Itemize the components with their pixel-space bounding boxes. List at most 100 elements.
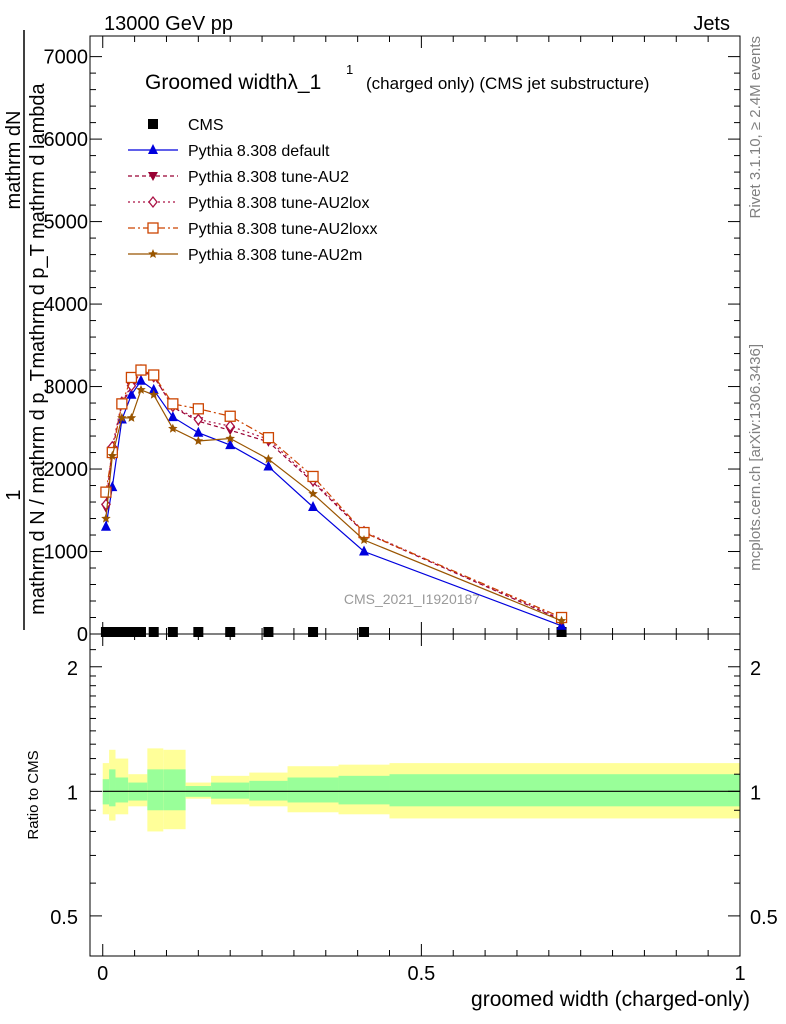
legend-label: Pythia 8.308 tune-AU2lox [188, 195, 369, 212]
data-point [359, 545, 370, 556]
series-line [105, 389, 562, 622]
data-point [193, 426, 204, 437]
data-point [116, 398, 128, 410]
data-point [100, 627, 111, 637]
y-tick-label: 5000 [44, 212, 89, 234]
y-axis-label: mathrm dN mathrm d p_T mathrm d lambda 1… [3, 30, 49, 630]
data-point [135, 374, 146, 385]
y-label-numerator: mathrm dN [3, 111, 25, 210]
x-tick-label: 0 [97, 963, 108, 985]
data-point [359, 627, 370, 637]
data-point [556, 615, 567, 625]
data-point [107, 627, 118, 637]
data-point [263, 627, 274, 637]
ratio-inner-band [211, 782, 250, 799]
series-1 [100, 374, 567, 630]
watermark-label: CMS_2021_I1920187 [344, 591, 480, 607]
data-point [263, 460, 274, 471]
ratio-y-tick-label-right: 0.5 [750, 907, 778, 929]
y-tick-label: 0 [77, 624, 88, 646]
legend-marker [148, 144, 158, 154]
data-point [101, 513, 111, 523]
ratio-y-tick-label: 1 [67, 782, 78, 804]
y-tick-label: 6000 [44, 129, 89, 151]
y-label-denominator: mathrm d p_T mathrm d lambda [27, 82, 49, 368]
ratio-y-tick-label: 2 [67, 658, 78, 680]
ratio-y-tick-label-right: 1 [750, 782, 761, 804]
chart-subtitle: (charged only) (CMS jet substructure) [366, 74, 649, 93]
data-point [135, 364, 147, 376]
chart-title-superscript: 1 [346, 62, 353, 77]
data-point [307, 470, 319, 483]
x-tick-label: 0.5 [407, 963, 435, 985]
data-point [148, 369, 160, 381]
legend-label: Pythia 8.308 tune-AU2 [188, 169, 349, 186]
main-panel: CMS_2021_I1920187 0 1000 2000 3000 4000 5000 6… [3, 30, 741, 646]
legend-marker [148, 249, 158, 258]
series-0 [100, 627, 567, 637]
legend-item: Pythia 8.308 tune-AU2 [128, 169, 349, 186]
ratio-inner-band [115, 777, 129, 803]
data-point [149, 389, 159, 399]
legend-item: Pythia 8.308 tune-AU2m [128, 247, 362, 264]
data-point [125, 371, 138, 384]
data-point [308, 500, 319, 511]
y-tick-label: 4000 [44, 294, 89, 316]
data-point [225, 433, 235, 443]
data-point [193, 436, 204, 445]
data-point [148, 627, 159, 637]
legend-item: CMS [148, 117, 224, 134]
y-label-numerator-2: 1 [3, 489, 25, 500]
legend-label: CMS [188, 117, 224, 134]
ratio-inner-band [338, 775, 390, 805]
data-point [167, 398, 179, 410]
ratio-y-tick-label-right: 2 [750, 658, 761, 680]
legend-item: Pythia 8.308 default [128, 143, 330, 160]
y-tick-label: 3000 [44, 377, 89, 399]
data-point [262, 432, 275, 444]
data-point [100, 520, 111, 531]
legend-label: Pythia 8.308 default [188, 143, 330, 160]
chart-title: Groomed widthλ_1 [145, 71, 321, 94]
legend-label: Pythia 8.308 tune-AU2loxx [188, 221, 377, 238]
data-point [193, 413, 204, 426]
rivet-label: Rivet 3.1.10, ≥ 2.4M events [747, 36, 764, 219]
data-point [263, 454, 274, 464]
legend-item: Pythia 8.308 tune-AU2lox [128, 195, 369, 212]
ratio-inner-band [163, 769, 186, 811]
data-point [135, 627, 146, 637]
data-point [359, 535, 369, 544]
energy-label: 13000 GeV pp [104, 13, 233, 35]
data-point [107, 450, 118, 460]
series-5 [101, 384, 567, 625]
ratio-inner-band [147, 769, 164, 811]
x-tick-label: 1 [734, 963, 745, 985]
ratio-inner-band [249, 780, 288, 801]
ratio-inner-band [287, 777, 339, 803]
data-point [308, 627, 319, 637]
ratio-y-label: Ratio to CMS [25, 750, 42, 839]
data-point [556, 627, 567, 637]
legend-item: Pythia 8.308 tune-AU2loxx [128, 221, 377, 238]
y-tick-label: 7000 [44, 47, 89, 69]
ratio-y-tick-label: 0.5 [50, 907, 78, 929]
data-point [167, 411, 178, 422]
data-point [100, 486, 112, 498]
legend-marker [148, 119, 158, 129]
legend-label: Pythia 8.308 tune-AU2m [188, 247, 362, 264]
category-label: Jets [693, 13, 730, 35]
legend-marker [147, 222, 159, 234]
data-point [117, 412, 127, 422]
data-point [148, 383, 159, 394]
ratio-inner-band [389, 774, 740, 807]
data-point [116, 627, 127, 637]
y-label-denominator-2: mathrm d N / mathrm d p_T [27, 369, 49, 615]
ratio-panel: 0.5 0.5 1 1 2 2 0 0.5 1 Ratio to CMS groomed wid… [25, 633, 778, 1011]
data-point [126, 627, 137, 637]
data-point [168, 423, 178, 433]
y-tick-label: 1000 [44, 542, 89, 564]
legend: CMS Pythia 8.308 default Pythia 8.308 tune… [128, 117, 377, 264]
data-point [136, 384, 146, 394]
series-4 [100, 364, 568, 624]
